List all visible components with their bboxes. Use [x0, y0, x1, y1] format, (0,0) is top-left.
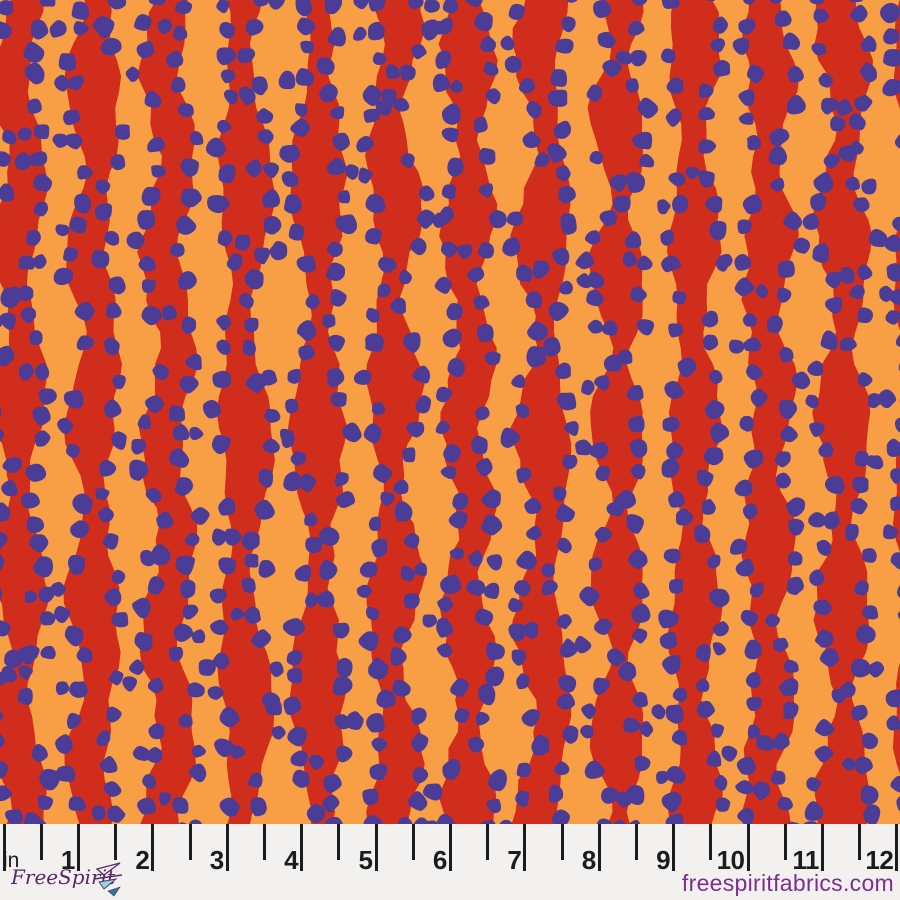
ruler-tick-half — [560, 824, 564, 860]
ruler-tick-inch — [76, 824, 80, 871]
website-url: freespiritfabrics.com — [681, 870, 894, 896]
ruler-number: 2 — [135, 845, 150, 875]
ruler-tick-inch — [300, 824, 304, 871]
ruler-number: 11 — [792, 845, 819, 875]
ruler-tick-inch — [597, 824, 601, 871]
fabric-pattern — [0, 0, 900, 824]
ruler-tick-inch — [820, 824, 824, 871]
ruler-tick-half — [39, 824, 43, 860]
ruler-tick-half — [114, 824, 118, 860]
ruler-tick-half — [411, 824, 415, 860]
ruler-number: 5 — [358, 845, 373, 875]
fabric-pattern-art — [0, 0, 900, 824]
ruler-unit-label: in — [3, 849, 20, 872]
ruler-tick-half — [262, 824, 266, 860]
ruler-tick-half — [337, 824, 341, 860]
ruler-strip: 1 2 3 4 5 6 7 8 9 10 11 12 in FreeSpirit freespirit… — [0, 824, 900, 900]
ruler-tick-half — [783, 824, 787, 860]
ruler-tick-inch — [225, 824, 229, 871]
ruler-number: 1 — [60, 845, 75, 875]
ruler-number: 8 — [581, 845, 596, 875]
ruler-number: 10 — [716, 845, 745, 875]
butterfly-icon — [93, 862, 123, 897]
ruler-tick-inch — [672, 824, 676, 871]
ruler-tick-inch — [374, 824, 378, 871]
ruler-tick-half — [486, 824, 490, 860]
ruler-tick-inch — [2, 824, 6, 871]
ruler-number: 4 — [284, 845, 299, 875]
ruler-tick-half — [709, 824, 713, 860]
ruler-tick-half — [858, 824, 862, 860]
ruler-number: 3 — [209, 845, 224, 875]
ruler-tick-half — [188, 824, 192, 860]
ruler-tick-inch — [448, 824, 452, 871]
ruler-tick-inch — [151, 824, 155, 871]
ruler-number: 7 — [507, 845, 522, 875]
ruler-tick-inch — [895, 824, 899, 871]
freespirit-logo: FreeSpirit — [11, 862, 123, 897]
ruler-tick-half — [634, 824, 638, 860]
ruler-tick-inch — [746, 824, 750, 871]
ruler-number: 6 — [432, 845, 447, 875]
ruler-number: 9 — [656, 845, 671, 875]
ruler-tick-inch — [523, 824, 527, 871]
ruler-number: 12 — [865, 845, 894, 875]
